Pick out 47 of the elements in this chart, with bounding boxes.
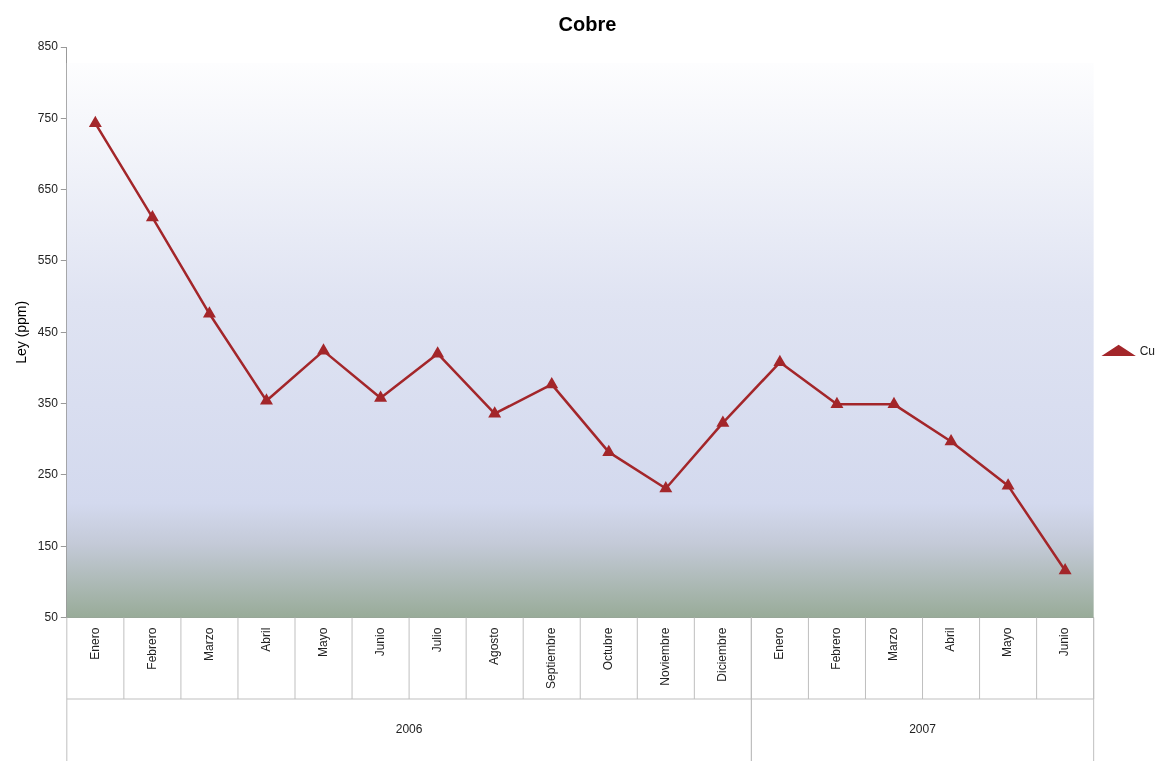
x-tick-label: Abril	[258, 627, 273, 652]
point	[317, 344, 330, 355]
x-tick-label: Enero	[772, 627, 787, 660]
x-tick-label: Abril	[943, 627, 958, 652]
point	[546, 378, 558, 389]
x-tick-label: Marzo	[886, 627, 901, 661]
x-tick-label: Septiembre	[544, 627, 559, 690]
point	[1059, 564, 1071, 575]
y-tick-label: 350	[37, 395, 59, 410]
y-tick-label: 850	[37, 39, 59, 54]
text: 2006	[395, 722, 423, 737]
point	[1002, 479, 1014, 490]
y-axis-title: Ley (ppm)	[13, 300, 30, 364]
point	[203, 307, 216, 318]
x-tick-label: Octubre	[601, 627, 616, 671]
text: 2007	[909, 722, 937, 737]
point	[717, 416, 729, 427]
point	[260, 394, 273, 405]
x-tick-label: Diciembre	[715, 627, 730, 682]
y-tick-label: 150	[37, 538, 59, 553]
x-tick-label: Febrero	[144, 627, 159, 670]
point	[489, 407, 501, 418]
x-tick-label: Marzo	[201, 627, 216, 661]
y-tick-label: 50	[44, 609, 59, 624]
y-tick-label: 550	[37, 253, 59, 268]
x-tick-label: Junio	[1057, 627, 1072, 657]
y-tick-label: 450	[37, 324, 59, 339]
legend-label: Cu	[1139, 344, 1155, 359]
x-tick-label: Junio	[372, 627, 387, 657]
y-tick-label: 750	[37, 110, 59, 125]
x-tick-label: Mayo	[1000, 627, 1015, 657]
point	[888, 398, 900, 409]
y-tick-label: 250	[37, 467, 59, 482]
point	[432, 347, 444, 358]
point	[375, 391, 387, 402]
point	[603, 445, 615, 456]
x-tick-label: Julio	[429, 627, 444, 653]
point	[660, 482, 672, 493]
x-tick-label: Febrero	[829, 627, 844, 670]
point	[945, 435, 957, 446]
point	[146, 211, 158, 222]
x-tick-label: Noviembre	[658, 627, 673, 686]
x-tick-label: Agosto	[486, 627, 501, 665]
y-tick-label: 650	[37, 181, 59, 196]
x-tick-label: Mayo	[315, 627, 330, 657]
x-tick-label: Enero	[87, 627, 102, 660]
chart-title: Cobre	[558, 12, 617, 35]
